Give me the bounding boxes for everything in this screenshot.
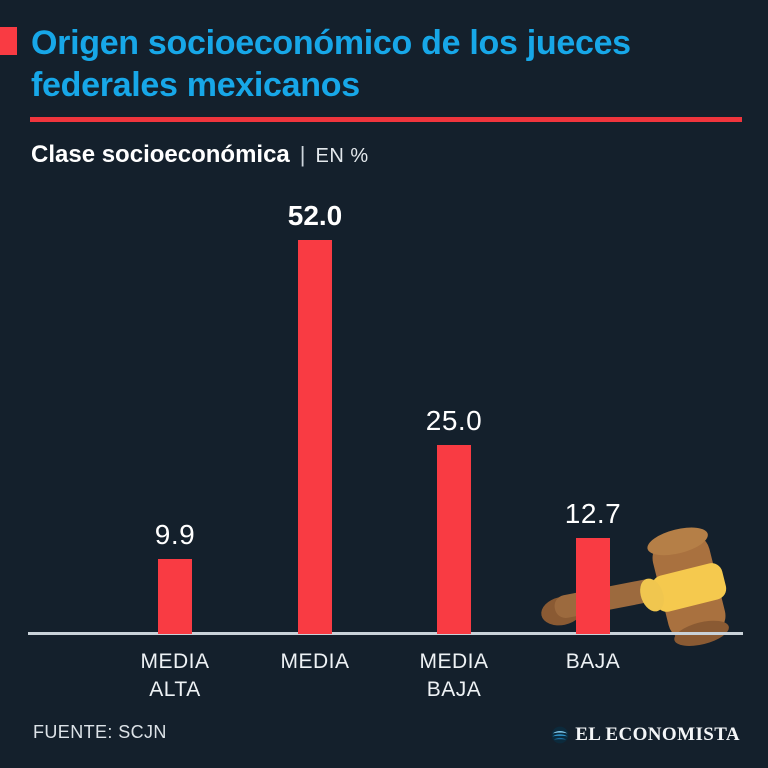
category-label-media-baja: MEDIA BAJA [384, 648, 524, 704]
bar-group-media-baja: 25.0 [384, 200, 524, 634]
x-axis-line [28, 632, 743, 635]
bar-group-media-alta: 9.9 [105, 200, 245, 634]
bar [437, 445, 471, 634]
source-note: FUENTE: SCJN [33, 722, 167, 742]
bar [158, 559, 192, 634]
category-label-line: MEDIA [419, 650, 489, 673]
value-label: 9.9 [154, 519, 196, 550]
bar [298, 240, 332, 634]
category-label-line: MEDIA [280, 650, 350, 673]
brand-name: EL ECONOMISTA [575, 724, 740, 745]
title-divider [30, 117, 742, 122]
page-title: Origen socioeconómico de los jueces fede… [31, 24, 631, 104]
category-label-line: ALTA [149, 678, 201, 701]
subtitle-unit: EN % [315, 145, 369, 167]
subtitle-label: Clase socioeconómica [31, 141, 290, 168]
category-label-media-alta: MEDIA ALTA [105, 648, 245, 704]
value-label: 52.0 [287, 200, 343, 231]
bar [576, 538, 610, 634]
subtitle: Clase socioeconómica | EN % [31, 141, 731, 169]
bar-group-media: 52.0 [245, 200, 385, 634]
globe-icon [551, 726, 569, 744]
category-label-media: MEDIA [245, 648, 385, 676]
value-label: 25.0 [425, 405, 483, 436]
category-label-baja: BAJA [523, 648, 663, 676]
category-label-line: BAJA [565, 650, 621, 673]
brand-logo: EL ECONOMISTA [551, 724, 740, 746]
gavel-icon [541, 527, 729, 646]
accent-square [0, 27, 17, 55]
subtitle-separator: | [299, 142, 306, 167]
value-label: 12.7 [564, 498, 622, 529]
category-label-line: MEDIA [140, 650, 210, 673]
bar-group-baja: 12.7 [523, 200, 663, 634]
category-label-line: BAJA [426, 678, 482, 701]
